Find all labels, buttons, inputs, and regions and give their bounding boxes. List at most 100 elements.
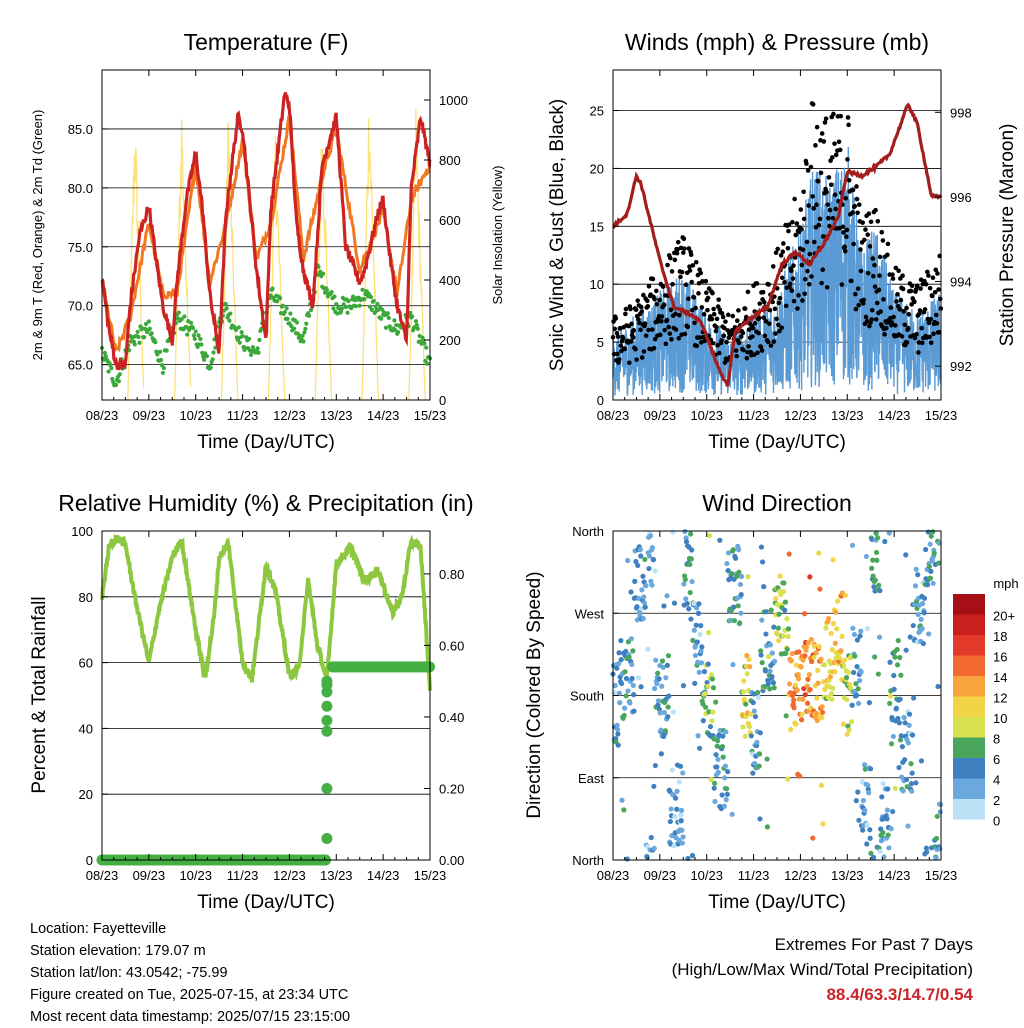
direction-point: [706, 709, 712, 715]
direction-point: [690, 637, 696, 643]
dewpoint-point: [137, 340, 142, 345]
direction-point: [770, 680, 777, 686]
direction-point: [805, 640, 811, 646]
direction-point: [646, 553, 652, 559]
gust-point: [709, 316, 715, 322]
direction-point: [807, 574, 813, 580]
direction-point: [719, 792, 725, 798]
gust-point: [651, 345, 657, 351]
direction-point: [884, 807, 890, 813]
direction-point: [630, 682, 636, 689]
gust-point: [770, 264, 776, 269]
gust-point: [916, 350, 921, 355]
gust-point: [829, 155, 835, 160]
gust-point: [652, 336, 658, 342]
gust-point: [869, 317, 874, 322]
gust-point: [845, 157, 850, 162]
gust-point: [787, 281, 793, 287]
gust-point: [799, 262, 805, 268]
direction-point: [723, 797, 729, 803]
direction-point: [819, 704, 825, 710]
humidity-title: Relative Humidity (%) & Precipitation (i…: [58, 490, 473, 516]
gust-point: [898, 297, 904, 303]
gust-point: [662, 327, 668, 333]
direction-point: [743, 701, 749, 707]
direction-point: [625, 557, 631, 564]
direction-point: [789, 651, 795, 657]
direction-point: [735, 603, 741, 609]
gust-point: [724, 339, 729, 345]
gust-point: [801, 189, 806, 195]
dewpoint-point: [425, 361, 430, 366]
dewpoint-point: [343, 304, 348, 310]
direction-point: [725, 550, 732, 556]
humidity-xtick-label: 08/23: [86, 868, 119, 883]
direction-point: [764, 756, 770, 762]
direction-point: [682, 576, 688, 583]
direction-point: [804, 700, 811, 706]
direction-point: [755, 694, 762, 700]
temperature-ytick-label: 65.0: [68, 358, 93, 373]
direction-point: [707, 533, 713, 539]
direction-point: [698, 660, 705, 666]
direction-point: [908, 761, 914, 767]
direction-point: [628, 636, 634, 642]
dewpoint-point: [334, 301, 339, 307]
temperature-xtick-label: 11/23: [227, 408, 259, 423]
direction-point: [623, 693, 629, 699]
direction-point: [849, 702, 855, 708]
dewpoint-point: [367, 304, 373, 309]
gust-point: [669, 337, 674, 342]
gust-point: [639, 355, 645, 360]
gust-point: [873, 207, 878, 213]
gust-point: [928, 340, 934, 346]
gust-point: [634, 357, 639, 362]
rain-point: [321, 715, 333, 727]
gust-point: [678, 274, 683, 280]
direction-point: [828, 691, 835, 697]
winds-xtick-label: 10/23: [690, 408, 723, 423]
gust-point: [675, 239, 681, 245]
temperature-xtick-label: 15/23: [414, 408, 447, 423]
dewpoint-point: [255, 346, 260, 351]
gust-point: [752, 321, 758, 326]
direction-point: [838, 648, 844, 654]
colorbar-label: 12: [993, 690, 1007, 705]
direction-point: [618, 637, 624, 644]
direction-point: [855, 686, 861, 692]
direction-point: [618, 656, 624, 663]
gust-point: [635, 298, 641, 303]
gust-point: [936, 287, 941, 292]
direction-point: [673, 795, 679, 801]
direction-point: [870, 573, 876, 579]
gust-point: [724, 357, 730, 363]
gust-point: [759, 348, 765, 353]
gust-point: [681, 236, 687, 242]
gust-point: [680, 250, 686, 255]
direction-point: [836, 655, 843, 661]
gust-point: [804, 161, 809, 166]
direction-point: [687, 589, 693, 596]
direction-point: [678, 807, 685, 814]
dewpoint-point: [247, 336, 252, 342]
gust-point: [906, 311, 912, 317]
gust-point: [790, 219, 795, 225]
dewpoint-point: [270, 286, 275, 291]
gust-point: [878, 309, 883, 314]
dewpoint-point: [424, 345, 429, 350]
direction-xlabel: Time (Day/UTC): [708, 892, 846, 913]
gust-point: [614, 330, 620, 336]
direction-point: [691, 600, 697, 606]
direction-point: [841, 663, 847, 669]
gust-point: [750, 325, 756, 331]
direction-point: [769, 673, 775, 680]
gust-point: [930, 275, 936, 281]
winds-xlabel: Time (Day/UTC): [708, 432, 846, 453]
dewpoint-point: [233, 327, 239, 333]
direction-point: [882, 538, 888, 545]
gust-point: [927, 334, 932, 340]
gust-point: [854, 184, 859, 189]
dewpoint-point: [392, 318, 397, 323]
direction-point: [925, 529, 931, 535]
gust-point: [799, 226, 804, 232]
